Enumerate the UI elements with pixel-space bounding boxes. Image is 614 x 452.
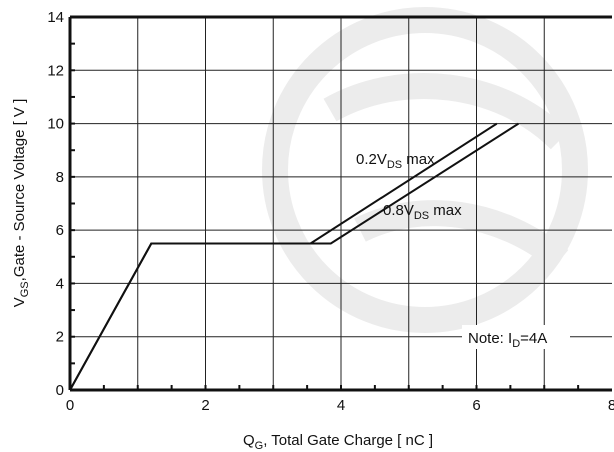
y-tick-labels: 0 2 4 6 8 10 12 14	[47, 9, 64, 399]
x-tick-label: 8	[608, 397, 614, 414]
series-label-0.2vds: 0.2VDS max	[356, 151, 435, 171]
x-tick-labels: 0 2 4 6 8	[66, 397, 614, 414]
watermark-logo	[262, 7, 588, 333]
series-label-0.8vds: 0.8VDS max	[383, 202, 462, 222]
x-tick-label: 6	[472, 397, 480, 414]
y-tick-label: 8	[56, 169, 64, 186]
series-lines	[69, 122, 520, 391]
series-line-1	[69, 122, 520, 391]
x-tick-label: 0	[66, 397, 74, 414]
y-tick-label: 4	[56, 275, 64, 292]
tick-marks	[70, 42, 580, 390]
y-tick-label: 0	[56, 382, 64, 399]
y-tick-label: 2	[56, 329, 64, 346]
x-axis-title: QG, Total Gate Charge [ nC ]	[243, 432, 433, 452]
y-tick-label: 14	[47, 9, 64, 26]
x-tick-label: 4	[337, 397, 345, 414]
y-axis-title: VGS,Gate - Source Voltage [ V ]	[11, 99, 31, 308]
y-tick-label: 6	[56, 222, 64, 239]
y-tick-label: 12	[47, 62, 64, 79]
note-label: Note: ID=4A	[468, 330, 547, 350]
note-background	[462, 325, 570, 349]
y-tick-label: 10	[47, 116, 64, 133]
x-tick-label: 2	[201, 397, 209, 414]
